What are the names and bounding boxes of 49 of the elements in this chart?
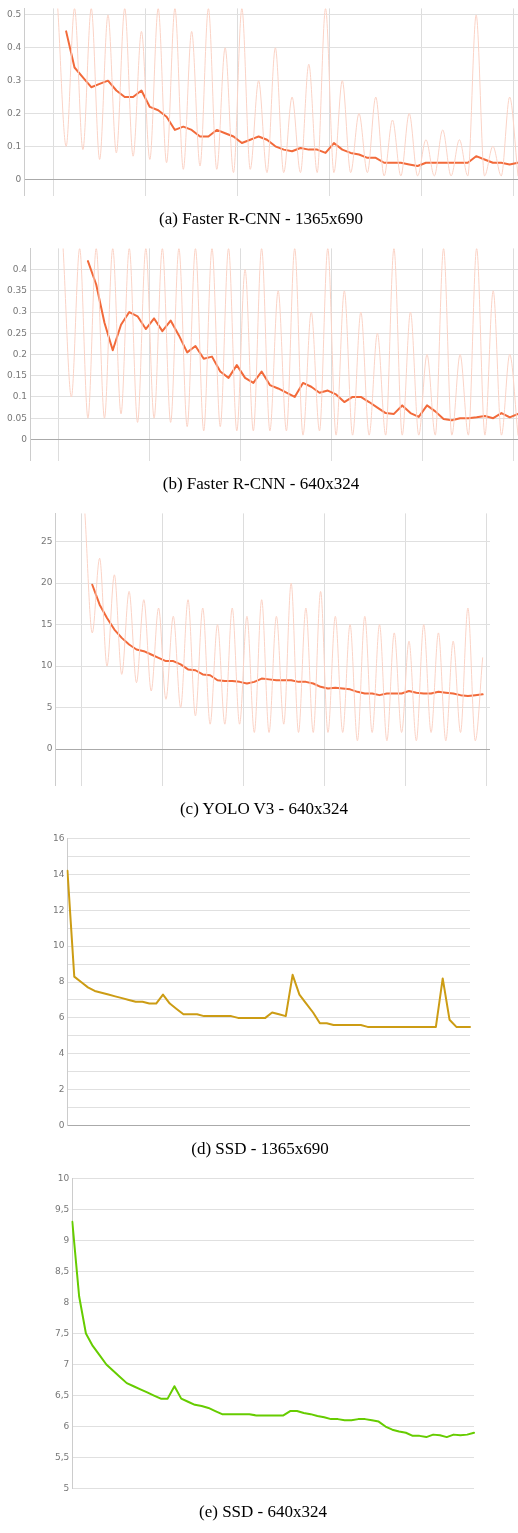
text: (a) Faster R-CNN - 1365x690: [159, 209, 363, 229]
y-tick-label: 10: [57, 1172, 70, 1183]
line-series: [57, 8, 518, 177]
y-tick-label: 0.4: [6, 42, 22, 53]
y-tick-label: 5: [63, 1482, 70, 1493]
y-tick-label: 2: [58, 1084, 65, 1095]
y-tick-label: 0.3: [12, 306, 28, 317]
y-tick-label: 12: [53, 904, 65, 915]
y-tick-label: 9,5: [54, 1203, 70, 1214]
text: (e) SSD - 640x324: [199, 1502, 328, 1522]
y-tick-label: 10: [41, 660, 53, 671]
y-tick-label: 0: [21, 433, 28, 444]
y-tick-label: 7: [63, 1358, 70, 1369]
y-tick-label: 8: [63, 1296, 70, 1307]
y-tick-label: 0.1: [6, 140, 22, 151]
line-series: [84, 513, 484, 742]
y-tick-label: 8: [58, 976, 65, 987]
y-tick-label: 0.5: [6, 9, 22, 20]
text: (b) Faster R-CNN - 640x324: [162, 474, 360, 494]
y-tick-label: 0.4: [12, 263, 28, 274]
y-tick-label: 5: [46, 701, 53, 712]
y-tick-label: 0.05: [6, 412, 28, 423]
y-tick-label: 0.2: [12, 348, 28, 359]
text: (d) SSD - 1365x690: [191, 1139, 329, 1159]
y-tick-label: 0.2: [6, 107, 22, 118]
y-tick-label: 6: [58, 1012, 65, 1023]
y-tick-label: 8,5: [54, 1265, 70, 1276]
y-tick-label: 0: [46, 743, 53, 754]
y-tick-label: 5,5: [54, 1451, 70, 1462]
y-tick-label: 0.3: [6, 75, 22, 85]
y-tick-label: 9: [63, 1234, 70, 1245]
y-tick-label: 0.1: [12, 391, 28, 402]
y-tick-label: 0: [15, 173, 22, 184]
y-tick-label: 0.35: [6, 285, 28, 296]
y-tick-label: 4: [58, 1048, 65, 1059]
y-tick-label: 20: [41, 577, 53, 588]
y-tick-label: 6: [63, 1420, 70, 1431]
y-tick-label: 25: [41, 535, 53, 546]
y-tick-label: 14: [53, 868, 65, 879]
y-tick-label: 16: [53, 832, 65, 843]
y-tick-label: 0.25: [6, 327, 28, 338]
y-tick-label: 7,5: [54, 1327, 70, 1338]
y-tick-label: 0: [58, 1119, 65, 1130]
y-tick-label: 6,5: [54, 1389, 70, 1400]
line-series: [62, 248, 518, 436]
y-tick-label: 0.15: [6, 370, 28, 381]
text: (c) YOLO V3 - 640x324: [179, 799, 349, 819]
y-tick-label: 10: [53, 940, 65, 951]
y-tick-label: 15: [41, 618, 53, 629]
